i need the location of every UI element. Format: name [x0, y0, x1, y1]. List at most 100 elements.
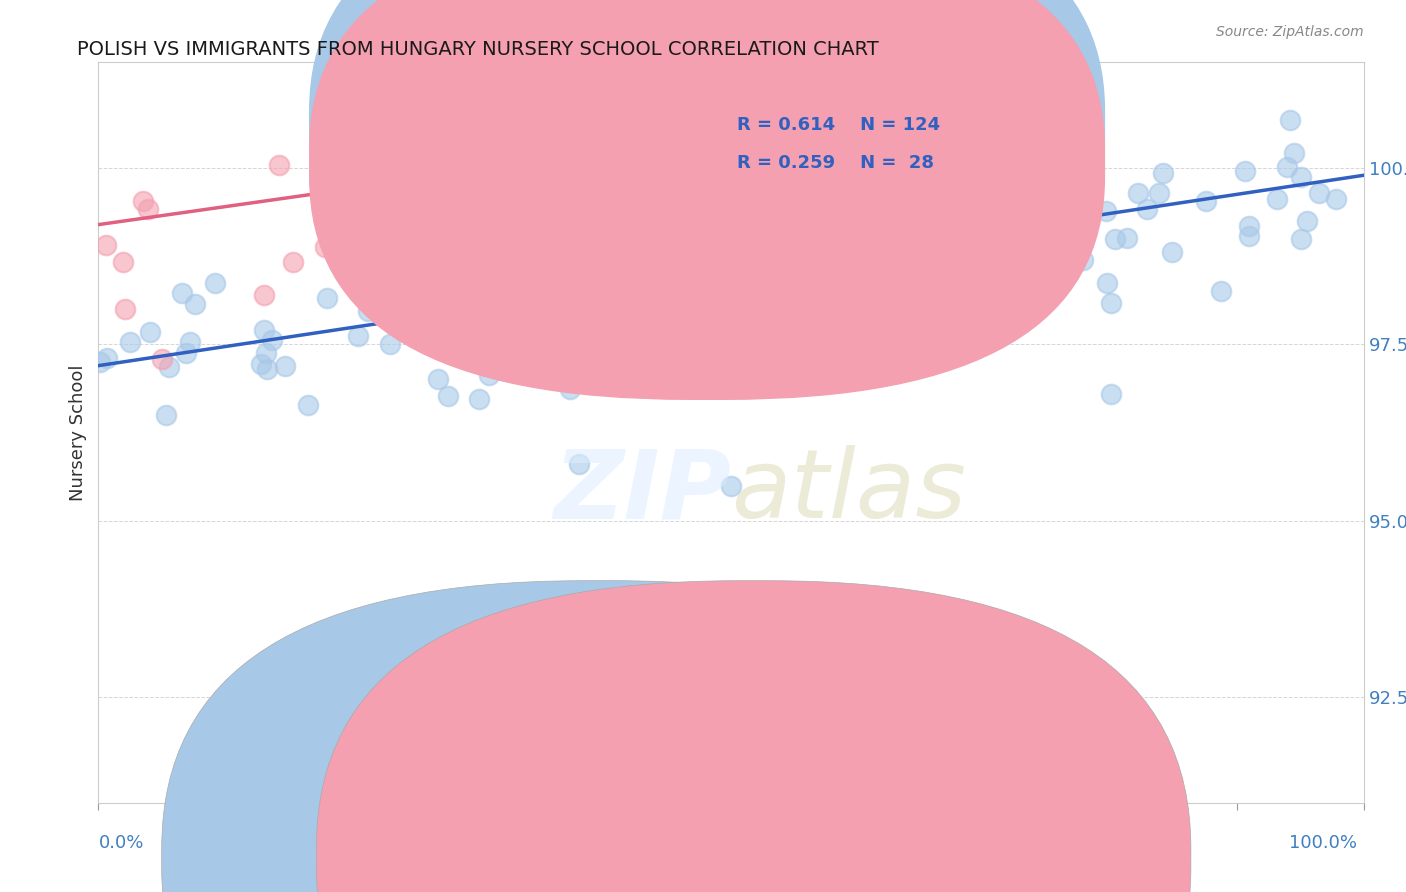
- Text: POLISH VS IMMIGRANTS FROM HUNGARY NURSERY SCHOOL CORRELATION CHART: POLISH VS IMMIGRANTS FROM HUNGARY NURSER…: [77, 40, 879, 59]
- Point: [378, 286, 401, 301]
- Point: [1279, 113, 1302, 128]
- Point: [671, 235, 693, 250]
- Point: [825, 231, 848, 245]
- Point: [628, 295, 651, 310]
- Point: [621, 355, 644, 369]
- Point: [846, 234, 869, 248]
- Point: [118, 334, 141, 349]
- Point: [661, 294, 683, 309]
- Point: [1308, 186, 1330, 200]
- Point: [179, 334, 201, 349]
- Point: [1104, 232, 1126, 246]
- Text: R = 0.259    N =  28: R = 0.259 N = 28: [737, 154, 935, 172]
- Point: [720, 478, 742, 492]
- FancyBboxPatch shape: [668, 100, 1035, 192]
- Point: [315, 291, 337, 305]
- Point: [378, 336, 401, 351]
- Point: [941, 152, 963, 166]
- Point: [534, 338, 557, 352]
- Y-axis label: Nursery School: Nursery School: [69, 364, 87, 501]
- Point: [1136, 202, 1159, 216]
- Point: [1099, 295, 1122, 310]
- Point: [314, 240, 336, 254]
- Point: [1008, 243, 1031, 257]
- Point: [769, 253, 792, 268]
- Point: [1152, 166, 1174, 180]
- Point: [738, 259, 761, 273]
- Point: [612, 260, 634, 274]
- Point: [267, 158, 290, 172]
- Point: [1095, 277, 1118, 291]
- Point: [96, 351, 118, 366]
- Point: [1116, 231, 1139, 245]
- Point: [692, 262, 714, 277]
- Point: [1284, 145, 1306, 160]
- Point: [689, 235, 711, 250]
- Point: [139, 325, 162, 339]
- Point: [748, 301, 770, 316]
- Point: [676, 244, 699, 259]
- Point: [550, 330, 572, 344]
- Point: [574, 219, 596, 233]
- Point: [1265, 192, 1288, 206]
- Point: [565, 225, 588, 239]
- Point: [150, 351, 173, 366]
- Point: [157, 360, 180, 375]
- Point: [720, 266, 742, 280]
- Point: [659, 277, 682, 292]
- Text: Poles: Poles: [626, 849, 672, 867]
- Point: [478, 346, 501, 360]
- Point: [1211, 285, 1233, 299]
- Point: [485, 358, 508, 372]
- Point: [569, 325, 592, 339]
- Point: [1324, 192, 1347, 206]
- Point: [385, 318, 408, 333]
- Point: [678, 202, 700, 216]
- Point: [204, 276, 226, 290]
- Point: [721, 229, 744, 244]
- Point: [673, 306, 696, 320]
- Point: [111, 255, 134, 269]
- Point: [1099, 387, 1122, 401]
- Point: [619, 314, 641, 328]
- Point: [1195, 194, 1218, 208]
- Point: [749, 227, 772, 242]
- Point: [256, 361, 278, 376]
- Point: [555, 365, 578, 379]
- Point: [821, 198, 844, 212]
- Point: [558, 382, 581, 396]
- Point: [627, 256, 650, 270]
- Point: [432, 181, 454, 195]
- Point: [260, 333, 283, 347]
- Point: [921, 286, 943, 301]
- Point: [1275, 161, 1298, 175]
- Point: [155, 408, 177, 422]
- Point: [174, 346, 197, 360]
- Point: [1026, 246, 1049, 260]
- Point: [654, 295, 676, 310]
- Point: [1234, 164, 1257, 178]
- Point: [1049, 235, 1071, 250]
- Text: R = 0.614    N = 124: R = 0.614 N = 124: [737, 116, 941, 134]
- Point: [1239, 229, 1261, 244]
- Point: [772, 274, 794, 288]
- Point: [751, 249, 773, 263]
- Point: [329, 256, 352, 270]
- Point: [709, 332, 731, 346]
- Point: [281, 254, 304, 268]
- Point: [934, 286, 956, 301]
- Point: [1296, 213, 1319, 227]
- Point: [785, 195, 807, 210]
- Point: [643, 213, 665, 227]
- Point: [782, 252, 804, 267]
- Point: [610, 299, 633, 313]
- Point: [846, 302, 869, 317]
- Text: Immigrants from Hungary: Immigrants from Hungary: [780, 849, 1014, 867]
- Point: [1025, 153, 1047, 168]
- Point: [273, 359, 295, 373]
- Point: [1289, 232, 1312, 246]
- Point: [808, 184, 831, 198]
- FancyBboxPatch shape: [309, 0, 1105, 360]
- Point: [297, 398, 319, 412]
- Point: [254, 345, 277, 359]
